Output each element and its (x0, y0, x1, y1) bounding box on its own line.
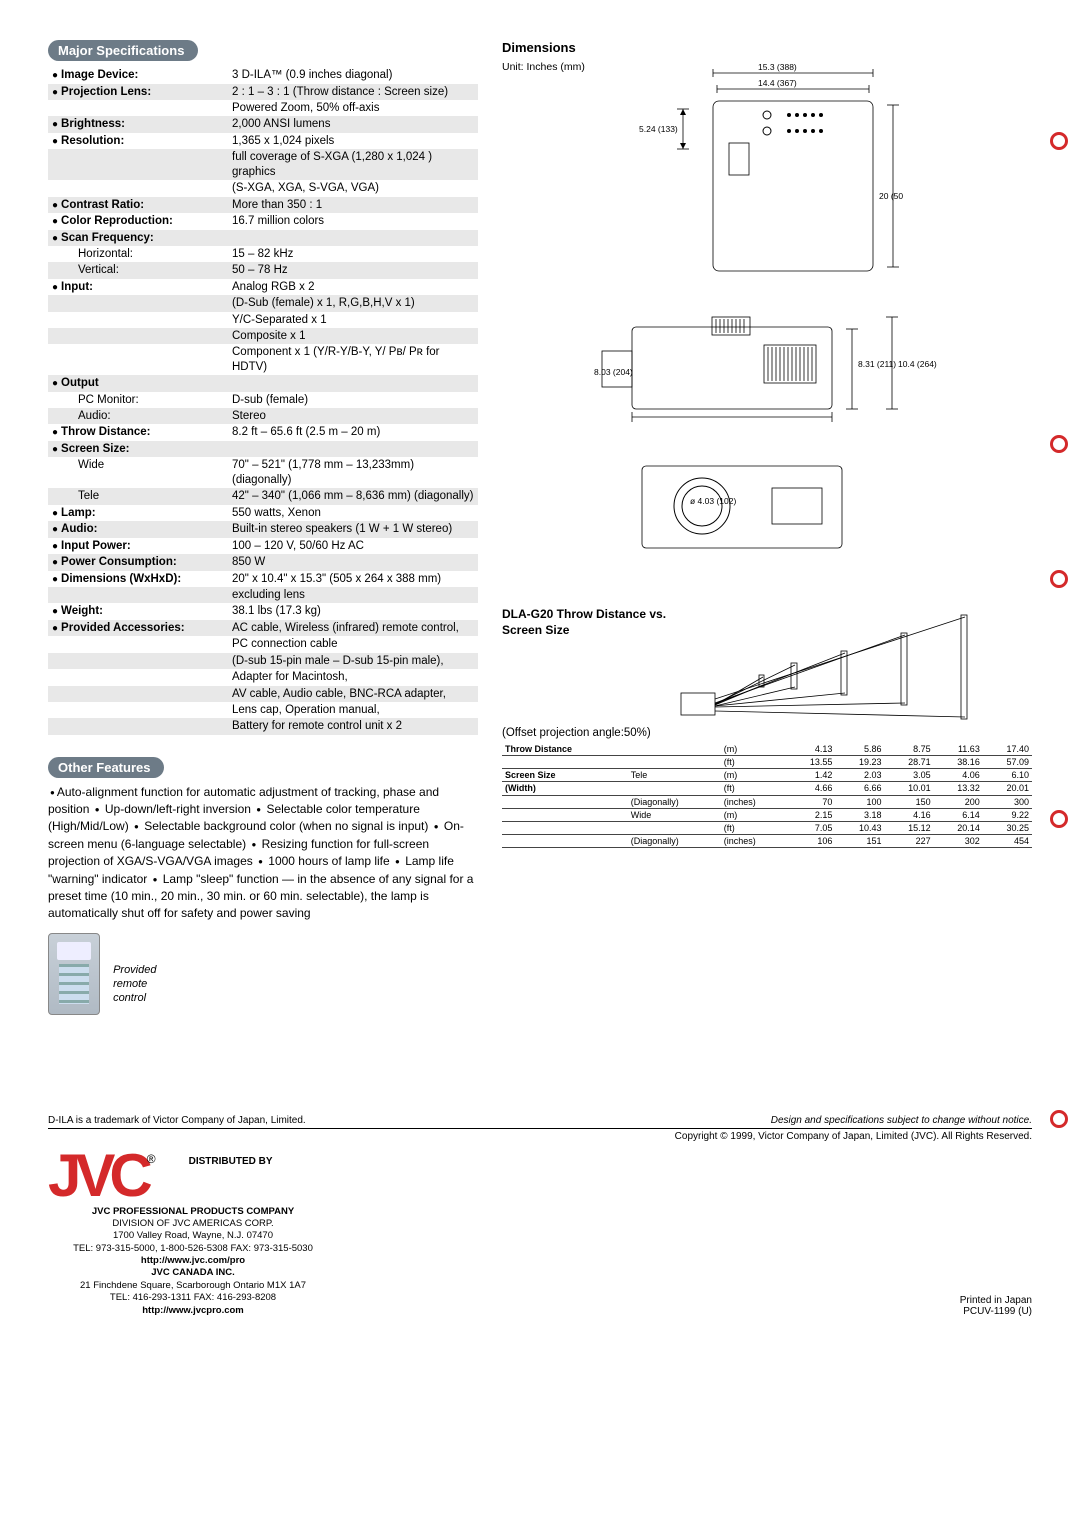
svg-text:20 (505): 20 (505) (879, 191, 903, 201)
other-features-text: ●Auto-alignment function for automatic a… (48, 784, 478, 923)
svg-text:10.4 (264): 10.4 (264) (898, 359, 937, 369)
trademark-note: D-ILA is a trademark of Victor Company o… (48, 1115, 306, 1126)
dimensions-unit: Unit: Inches (mm) (502, 61, 585, 73)
dimensions-heading: Dimensions (502, 40, 1032, 55)
binding-hole (1050, 435, 1068, 453)
other-features-heading: Other Features (48, 757, 164, 778)
remote-control-image (48, 933, 100, 1015)
throw-title: DLA-G20 Throw Distance vs. Screen Size (502, 607, 672, 638)
remote-caption: Providedremotecontrol (113, 963, 156, 1006)
svg-text:5.24 (133): 5.24 (133) (639, 124, 678, 134)
svg-text:8.03 (204): 8.03 (204) (594, 367, 633, 377)
dimension-front-view: ø 4.03 (102) (612, 448, 942, 568)
copyright: Copyright © 1999, Victor Company of Japa… (48, 1128, 1032, 1142)
print-info: Printed in Japan PCUV-1199 (U) (960, 1295, 1032, 1317)
dimension-side-view: 8.31 (211) 10.4 (264) 8.03 (204) (572, 297, 992, 437)
svg-text:ø 4.03 (102): ø 4.03 (102) (690, 496, 736, 506)
throw-diagram (675, 607, 975, 727)
binding-hole (1050, 570, 1068, 588)
throw-distance-table: Throw Distance(m)4.135.868.7511.6317.40(… (502, 743, 1032, 848)
svg-text:15.3 (388): 15.3 (388) (758, 62, 797, 72)
company-info: JVC PROFESSIONAL PRODUCTS COMPANY DIVISI… (48, 1206, 338, 1317)
binding-hole (1050, 810, 1068, 828)
jvc-logo: JVC (48, 1152, 147, 1200)
distributed-by-label: DISTRIBUTED BY (189, 1156, 273, 1167)
design-note: Design and specifications subject to cha… (771, 1115, 1032, 1126)
throw-subtitle: (Offset projection angle:50%) (502, 727, 1032, 739)
major-spec-heading: Major Specifications (48, 40, 198, 61)
spec-table: ●Image Device:3 D-ILA™ (0.9 inches diago… (48, 67, 478, 735)
binding-hole (1050, 1110, 1068, 1128)
svg-text:14.4 (367): 14.4 (367) (758, 78, 797, 88)
registered-mark: ® (147, 1152, 156, 1166)
binding-hole (1050, 132, 1068, 150)
dimension-top-view: 15.3 (388) 14.4 (367) 5.24 (133) 20 (505… (593, 59, 903, 289)
svg-text:8.31 (211): 8.31 (211) (858, 359, 896, 369)
